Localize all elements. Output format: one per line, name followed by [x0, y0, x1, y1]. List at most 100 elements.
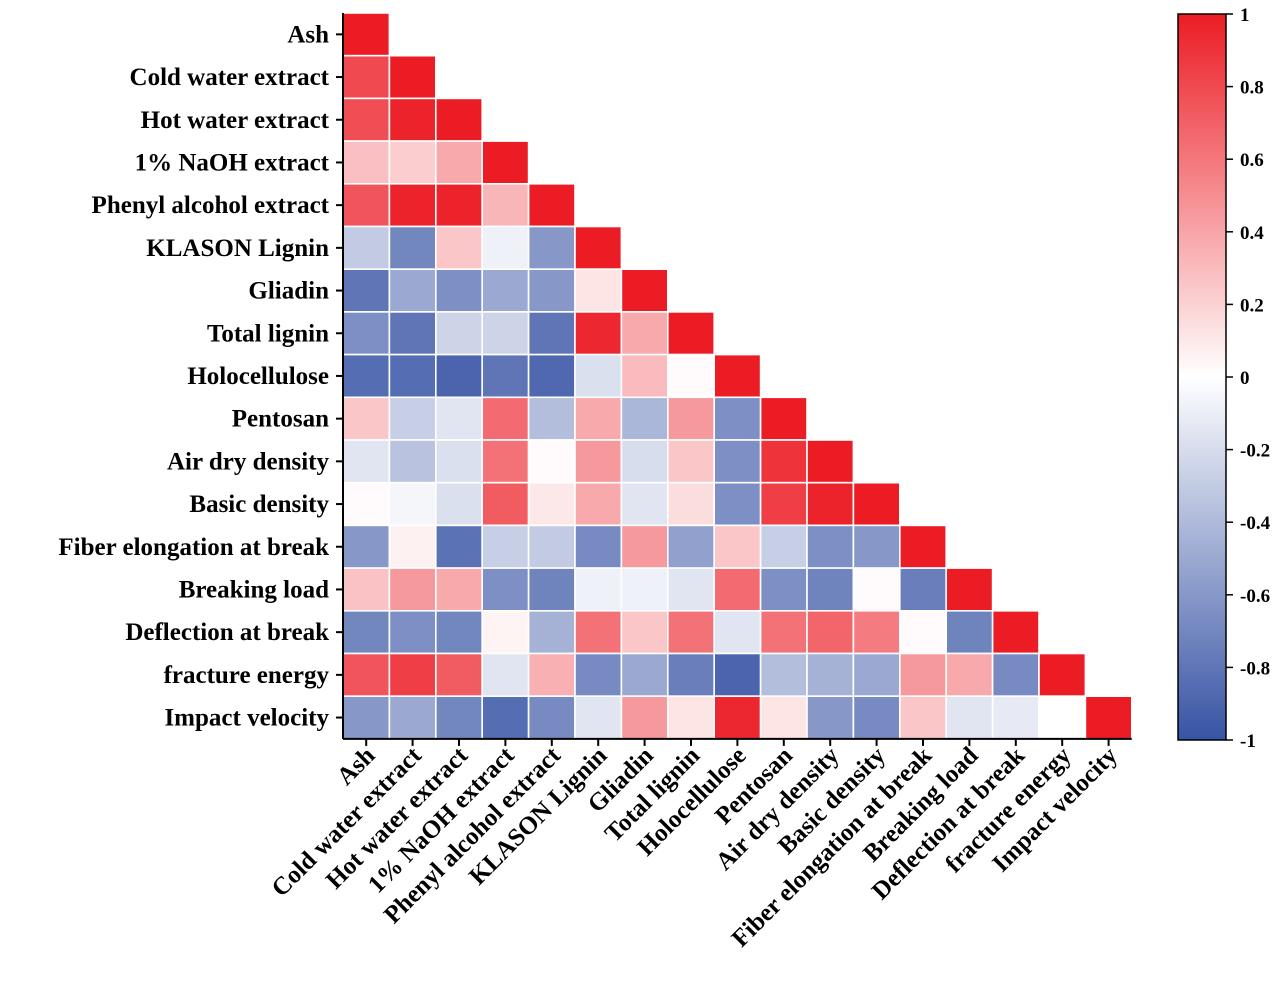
heatmap-cell: [574, 439, 623, 484]
heatmap-cell: [574, 481, 623, 527]
heatmap-cell: [481, 311, 530, 356]
heatmap-cell: [388, 97, 437, 142]
heatmap-cell: [945, 567, 994, 612]
row-label: Deflection at break: [125, 619, 329, 646]
row-label: Phenyl alcohol extract: [92, 192, 330, 219]
heatmap-cell: [898, 695, 947, 740]
heatmap-cell: [620, 481, 669, 527]
heatmap-cell: [852, 567, 901, 612]
heatmap-cell: [388, 140, 437, 185]
heatmap-cell: [666, 353, 715, 399]
colorbar-tick-label: 0: [1240, 368, 1250, 389]
heatmap-cell: [527, 524, 576, 569]
heatmap-cell: [852, 695, 901, 740]
heatmap-cell: [759, 609, 808, 655]
heatmap-cell: [434, 396, 483, 441]
heatmap-cell: [852, 652, 901, 698]
heatmap-cell: [527, 396, 576, 441]
heatmap-cell: [342, 481, 391, 527]
heatmap-cell: [666, 439, 715, 484]
heatmap-cell: [481, 396, 530, 441]
row-label: Ash: [287, 21, 329, 48]
heatmap-cell: [666, 567, 715, 612]
colorbar: 1 0.8 0.6 0.4 0.2 0 -0.2 -0.4 -0.6 -0.8 -1: [1177, 5, 1271, 752]
heatmap-cell: [527, 481, 576, 527]
heatmap-cell: [991, 695, 1040, 740]
heatmap-cell: [481, 225, 530, 271]
heatmap-cell: [806, 652, 855, 698]
colorbar-tick-label: -0.8: [1240, 658, 1270, 679]
row-label: Cold water extract: [130, 64, 330, 91]
heatmap-cell: [388, 311, 437, 356]
colorbar-tick-label: -1: [1240, 731, 1256, 752]
heatmap-cell: [342, 609, 391, 655]
heatmap-cell: [574, 695, 623, 740]
heatmap-cell: [342, 439, 391, 484]
heatmap-cell: [388, 54, 437, 100]
heatmap-cell: [388, 524, 437, 569]
heatmap-cell: [806, 481, 855, 527]
heatmap-cell: [852, 524, 901, 569]
heatmap-cell: [806, 439, 855, 484]
row-label: Gliadin: [248, 278, 329, 305]
heatmap-cell: [527, 567, 576, 612]
heatmap-cell: [342, 97, 391, 142]
heatmap-cell: [434, 97, 483, 142]
heatmap-cell: [666, 695, 715, 740]
row-label: Fiber elongation at break: [58, 534, 329, 561]
heatmap-cell: [527, 225, 576, 271]
heatmap-cell: [1084, 695, 1133, 740]
colorbar-tick-label: 0.8: [1240, 78, 1264, 99]
heatmap-cell: [806, 609, 855, 655]
heatmap-cell: [666, 311, 715, 356]
heatmap-cell: [620, 652, 669, 698]
heatmap-cell: [666, 481, 715, 527]
heatmap-cell: [574, 225, 623, 271]
heatmap-cell: [898, 524, 947, 569]
heatmap-cell: [434, 311, 483, 356]
heatmap-cell: [574, 567, 623, 612]
heatmap-cell: [806, 567, 855, 612]
heatmap-cell: [620, 396, 669, 441]
heatmap-cell: [713, 524, 762, 569]
heatmap-cell: [388, 609, 437, 655]
heatmap-cell: [713, 695, 762, 740]
heatmap-cell: [388, 225, 437, 271]
heatmap-cell: [574, 311, 623, 356]
heatmap-cell: [713, 439, 762, 484]
heatmap-cell: [388, 353, 437, 399]
heatmap-cell: [806, 524, 855, 569]
heatmap-cell: [527, 353, 576, 399]
heatmap-cell: [434, 140, 483, 185]
heatmap-cell: [434, 353, 483, 399]
heatmap-cell: [759, 695, 808, 740]
heatmap-cells: [342, 12, 1133, 740]
colorbar-tick-label: 0.4: [1240, 223, 1264, 244]
heatmap-cell: [481, 652, 530, 698]
row-label: Impact velocity: [164, 705, 329, 732]
heatmap-cell: [388, 268, 437, 313]
row-label: Air dry density: [167, 448, 330, 475]
heatmap-cell: [1038, 652, 1087, 698]
row-label: KLASON Lignin: [146, 235, 329, 262]
heatmap-cell: [388, 481, 437, 527]
heatmap-cell: [527, 609, 576, 655]
heatmap-cell: [898, 652, 947, 698]
heatmap-cell: [620, 439, 669, 484]
heatmap-cell: [713, 481, 762, 527]
heatmap-cell: [898, 609, 947, 655]
colorbar-tick-label: 0.2: [1240, 295, 1264, 316]
row-label: Holocellulose: [187, 363, 329, 390]
heatmap-cell: [759, 524, 808, 569]
heatmap-cell: [388, 695, 437, 740]
heatmap-cell: [388, 183, 437, 228]
heatmap-cell: [342, 140, 391, 185]
heatmap-cell: [434, 695, 483, 740]
colorbar-gradient: [1177, 13, 1227, 741]
row-label: Basic density: [189, 491, 329, 518]
colorbar-tick-label: -0.6: [1240, 586, 1270, 607]
heatmap-cell: [620, 695, 669, 740]
heatmap-cell: [481, 609, 530, 655]
heatmap-cell: [945, 695, 994, 740]
row-label: 1% NaOH extract: [135, 149, 330, 176]
